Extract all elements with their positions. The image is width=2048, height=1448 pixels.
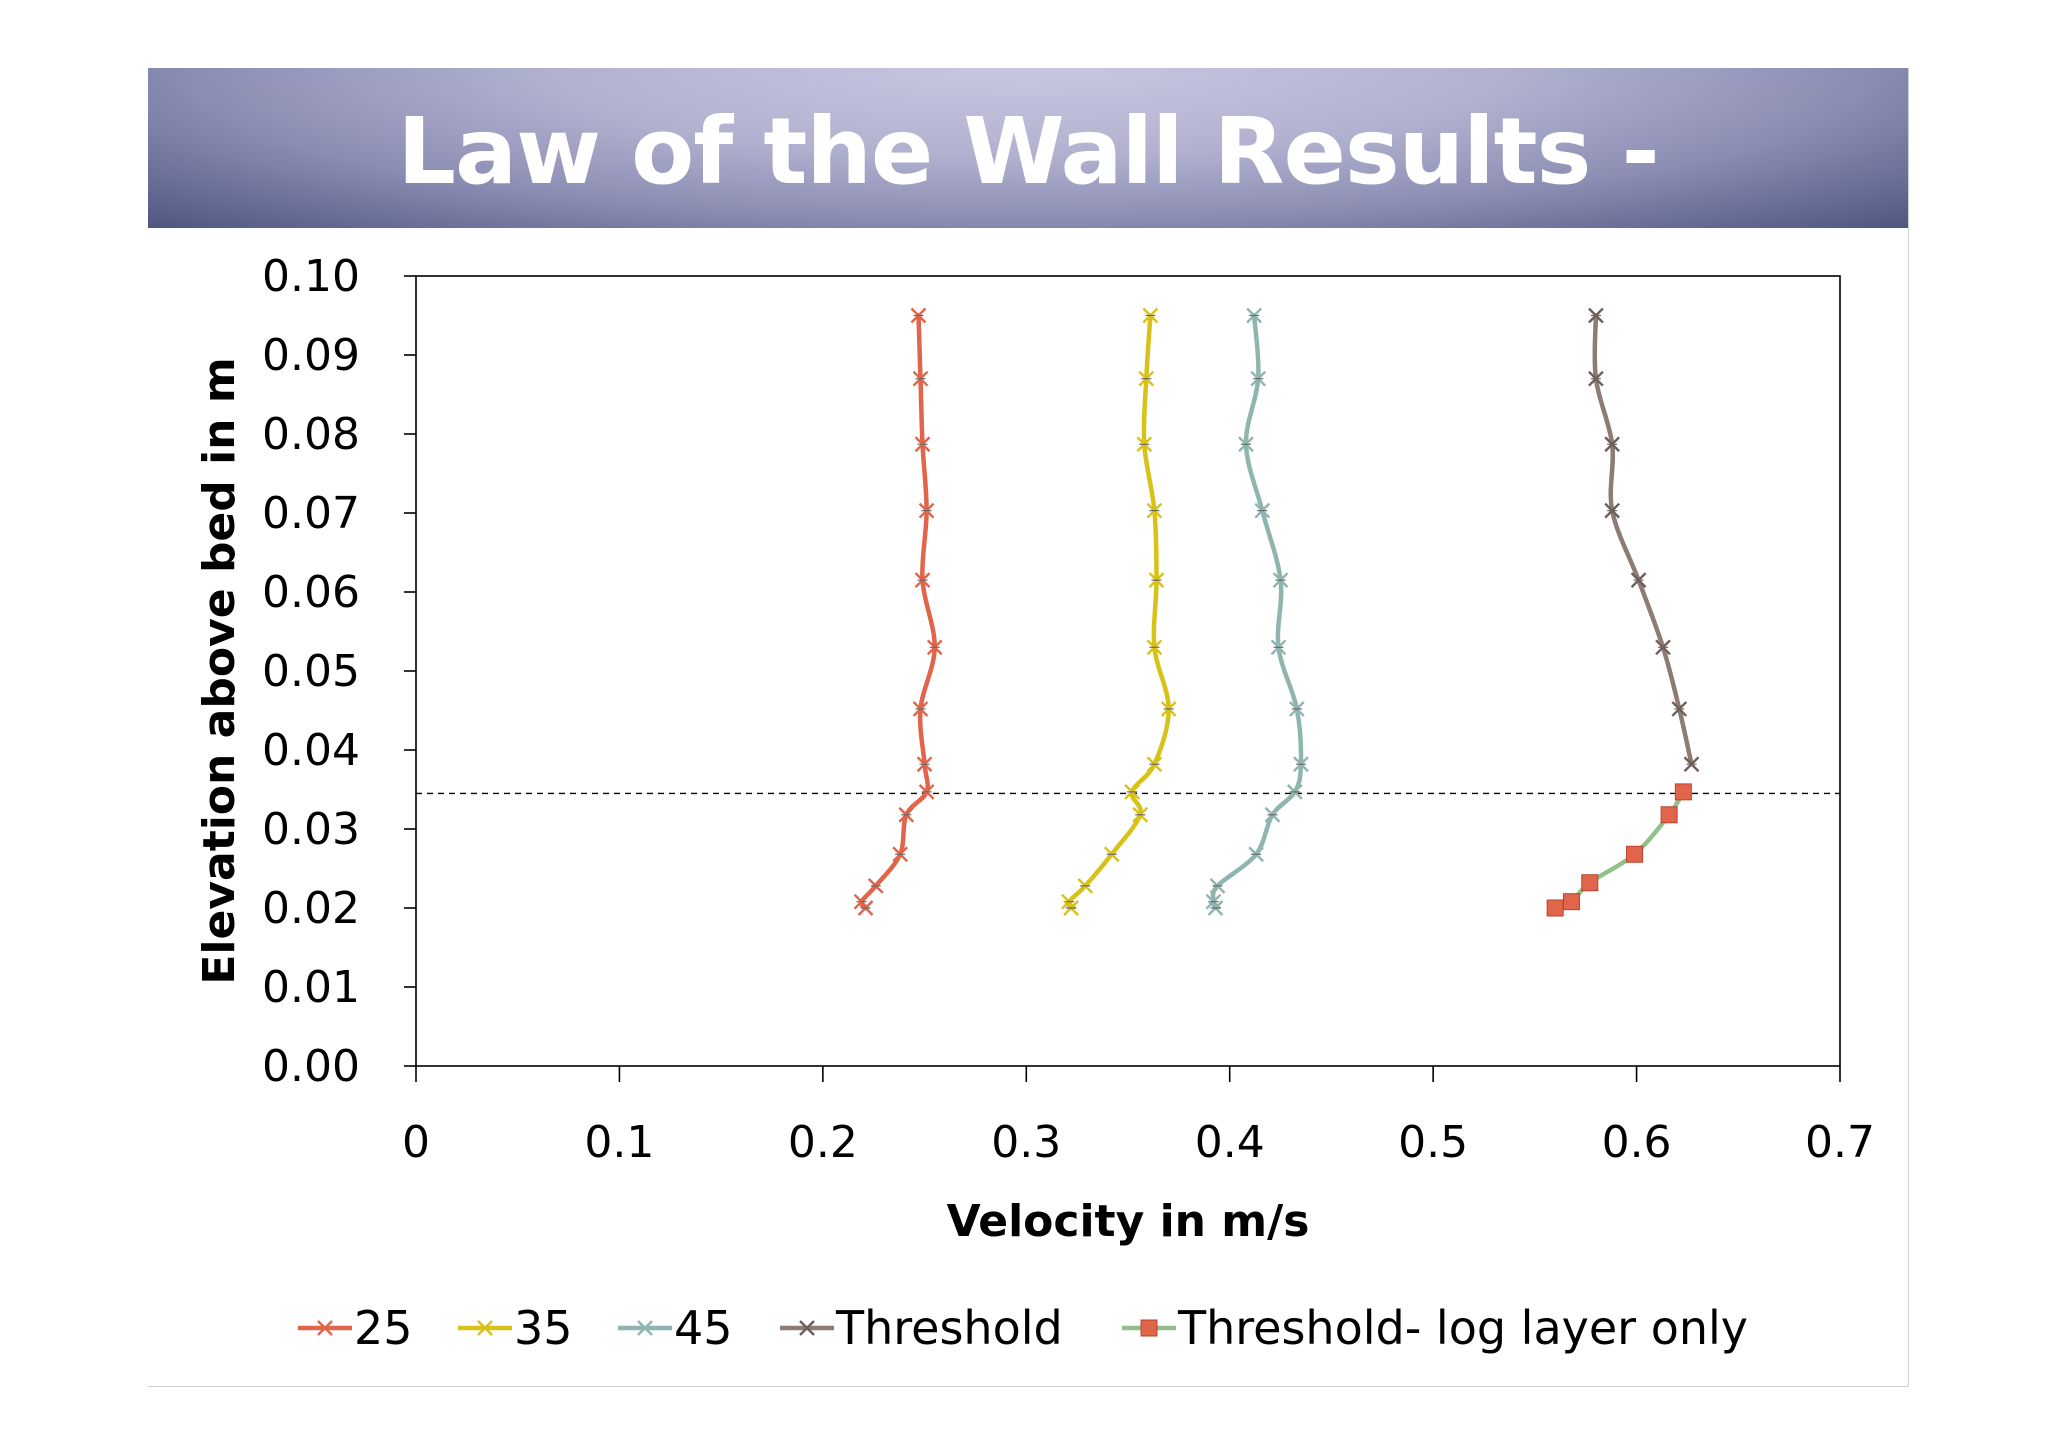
series-45 [1205,307,1309,916]
data-point-square [1674,783,1692,801]
x-axis-ticks: 0 0.1 0.2 0.3 0.4 0.5 0.6 0.7 [402,1066,1875,1168]
legend-label: Threshold [835,1301,1063,1355]
plot-area-frame [415,275,1841,1067]
x-tick-label: 0.3 [991,1117,1061,1168]
y-tick-label: 0.00 [262,1041,360,1092]
x-tick-label: 0 [402,1117,430,1168]
legend-label: 35 [514,1301,573,1355]
legend-swatch-marker [637,1320,653,1336]
data-point-square [1562,893,1580,911]
y-tick-label: 0.07 [262,488,360,539]
slide-title: Law of the Wall Results - Intertidal [397,98,1659,373]
y-tick-label: 0.04 [262,725,360,776]
y-tick-label: 0.02 [262,883,360,934]
y-tick-label: 0.03 [262,804,360,855]
legend: 25 35 45 Threshold Threshold- log layer only [298,1301,1748,1355]
y-tick-label: 0.05 [262,646,360,697]
legend-swatch-marker [1140,1319,1158,1337]
series-line [1210,313,1304,911]
series-threshold [1588,307,1700,773]
y-tick-label: 0.01 [262,962,360,1013]
legend-label: Threshold- log layer only [1177,1301,1748,1355]
x-axis-label: Velocity in m/s [947,1196,1310,1247]
legend-label: 45 [674,1301,733,1355]
legend-item: 25 [298,1301,413,1355]
legend-item: 35 [458,1301,573,1355]
legend-item: 45 [618,1301,733,1355]
data-series [853,307,1700,917]
series-line [1592,313,1694,767]
y-tick-label: 0.06 [262,567,360,618]
y-axis-label: Elevation above bed in m [194,357,245,984]
legend-item: Threshold [780,1301,1063,1355]
legend-swatch-marker [477,1320,493,1336]
data-point-square [1626,845,1644,863]
x-tick-label: 0.5 [1398,1117,1468,1168]
x-tick-label: 0.1 [584,1117,654,1168]
series-threshold-log-layer-only [1546,783,1692,917]
series-line [1066,313,1171,911]
y-axis-ticks: 0.00 0.01 0.02 0.03 0.04 0.05 0.06 0.07 0.08 0.09… [262,251,416,1092]
legend-swatch-marker [799,1320,815,1336]
series-25 [853,307,943,916]
slide: Law of the Wall Results - Intertidal [148,68,1909,1387]
x-tick-label: 0.2 [788,1117,858,1168]
data-point-square [1660,806,1678,824]
data-point-square [1546,899,1564,917]
x-tick-label: 0.7 [1805,1117,1875,1168]
legend-label: 25 [354,1301,413,1355]
x-tick-label: 0.4 [1195,1117,1265,1168]
series-line [858,313,937,911]
y-tick-label: 0.10 [262,251,360,302]
title-banner [148,68,1908,228]
legend-item: Threshold- log layer only [1122,1301,1748,1355]
x-tick-label: 0.6 [1602,1117,1672,1168]
legend-swatch-marker [317,1320,333,1336]
data-point-square [1581,874,1599,892]
series-35 [1061,307,1177,916]
y-tick-label: 0.09 [262,330,360,381]
y-tick-label: 0.08 [262,409,360,460]
